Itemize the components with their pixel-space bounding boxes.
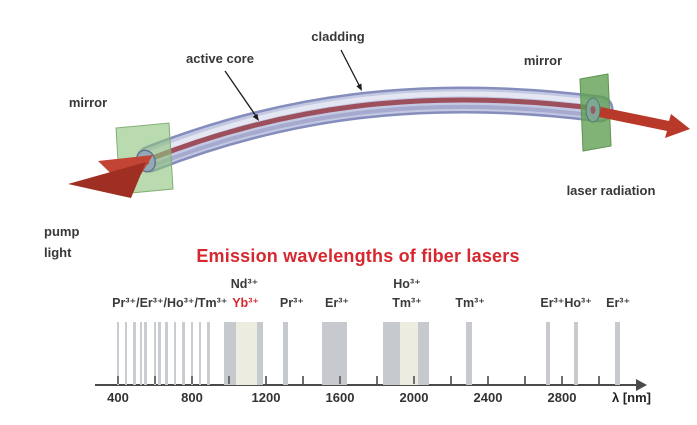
axis-tick: [487, 376, 489, 384]
emission-line: [198, 322, 202, 385]
active-core-label: active core: [186, 51, 254, 66]
cladding-pointer-head: [356, 83, 362, 91]
emission-line: [207, 322, 210, 385]
emission-line: [190, 322, 194, 385]
emission-band: [400, 322, 418, 385]
ion-label: Ho³⁺: [393, 277, 421, 291]
ion-label: Pr³⁺: [279, 296, 304, 310]
ion-label: Pr³⁺/Er³⁺/Ho³⁺/Tm³⁺: [112, 296, 228, 310]
axis-tick: [524, 376, 526, 384]
emission-line: [144, 322, 147, 385]
fiber-shadow: [150, 104, 600, 168]
ion-label: Tm³⁺: [455, 296, 485, 310]
axis-tick: [376, 376, 378, 384]
fiber: [136, 86, 614, 173]
mirror-left-label: mirror: [68, 95, 108, 110]
axis-tick: [117, 376, 119, 384]
axis-tick: [339, 376, 341, 384]
emission-band: [224, 322, 237, 385]
pump-light-label: pump light: [44, 224, 80, 260]
axis-tick: [598, 376, 600, 384]
emission-line: [182, 322, 185, 385]
ion-label: Tm³⁺: [392, 296, 422, 310]
ion-label: Er³⁺: [606, 296, 631, 310]
emission-band: [236, 322, 257, 385]
axis-tick: [228, 376, 230, 384]
fiber-end-core: [590, 106, 596, 114]
emission-line: [133, 322, 136, 385]
emission-band: [545, 322, 551, 385]
axis-tick-label: 400: [107, 390, 129, 405]
axis-tick: [413, 376, 415, 384]
emission-band: [614, 322, 620, 385]
active-core-pointer: [224, 70, 257, 117]
axis-tick-label: 800: [181, 390, 203, 405]
emission-line: [158, 322, 161, 385]
label-pointers: [224, 49, 362, 121]
x-axis-arrowhead: [636, 379, 647, 391]
emission-band: [382, 322, 401, 385]
emission-line: [153, 322, 157, 385]
axis-tick: [191, 376, 193, 384]
emission-band: [321, 322, 347, 385]
emission-band: [465, 322, 472, 385]
laser-radiation-label: laser radiation: [566, 183, 656, 198]
x-axis-line: [95, 384, 636, 386]
cladding-pointer: [340, 49, 361, 88]
fiber-active-core: [147, 97, 603, 162]
emission-line: [173, 322, 177, 385]
axis-tick: [265, 376, 267, 384]
axis-tick-label: 2800: [547, 390, 577, 405]
fiber-laser-schematic: [68, 49, 690, 198]
axis-tick: [561, 376, 563, 384]
chart-title: Emission wavelengths of fiber lasers: [196, 246, 520, 266]
emission-line: [139, 322, 143, 385]
ion-label: Yb³⁺: [232, 296, 259, 310]
axis-tick: [154, 376, 156, 384]
mirror-right-label: mirror: [523, 53, 563, 68]
axis-tick: [302, 376, 304, 384]
x-axis-unit-label: λ [nm]: [612, 390, 651, 405]
axis-tick-label: 1200: [251, 390, 281, 405]
emission-line: [124, 322, 128, 385]
axis-tick-label: 1600: [325, 390, 355, 405]
emission-band: [417, 322, 429, 385]
emission-line: [116, 322, 120, 385]
axis-tick-label: 2400: [473, 390, 503, 405]
ion-label: Er³⁺: [325, 296, 349, 310]
ion-label: Er³⁺Ho³⁺: [540, 296, 592, 310]
ion-label: Nd³⁺: [230, 277, 259, 291]
pump-arrow-front: [68, 162, 146, 198]
axis-tick: [450, 376, 452, 384]
pump-arrow: [68, 155, 153, 198]
emission-band: [573, 322, 579, 385]
cladding-label: cladding: [311, 29, 365, 44]
axis-tick-label: 2000: [399, 390, 429, 405]
emission-line: [165, 322, 168, 385]
laser-arrow: [599, 107, 690, 138]
active-core-pointer-head: [252, 113, 259, 121]
emission-band: [256, 322, 264, 385]
fiber-highlight: [149, 91, 601, 156]
emission-band: [282, 322, 288, 385]
